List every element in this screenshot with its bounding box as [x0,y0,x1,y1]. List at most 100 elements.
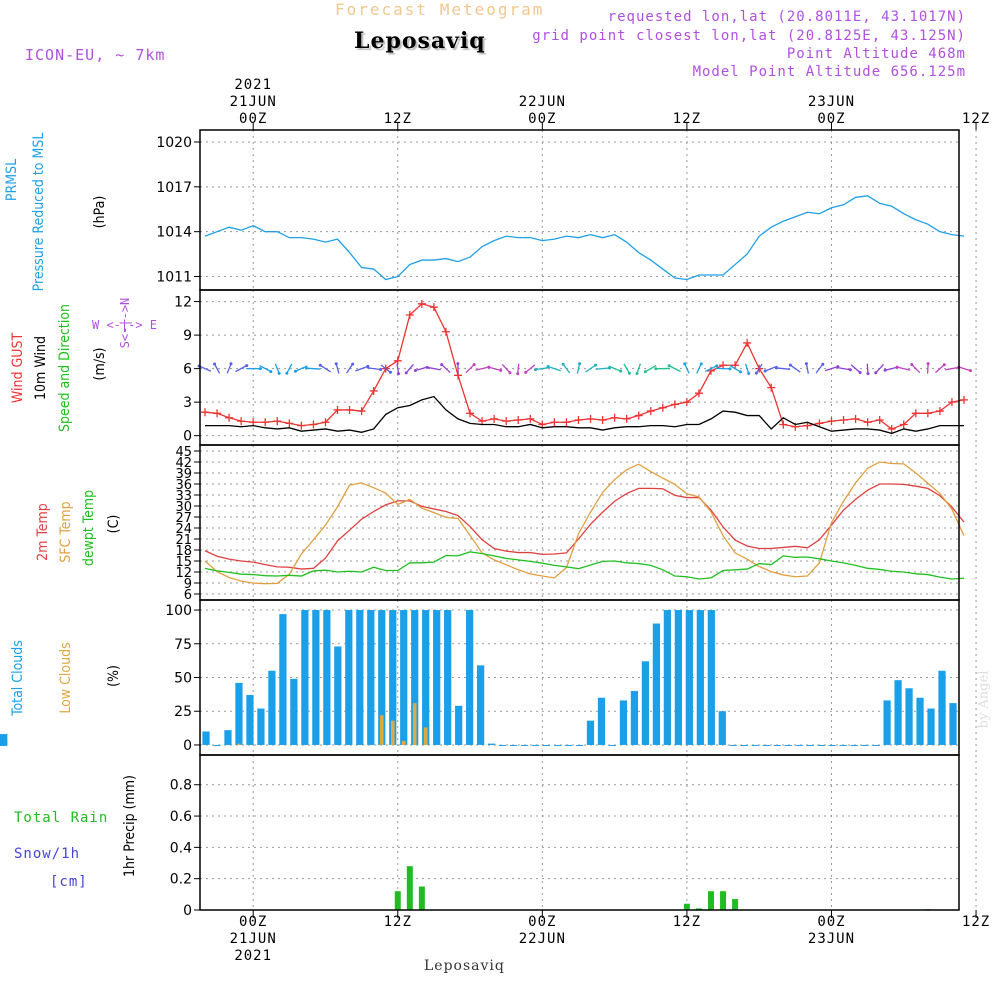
total-cloud-bar [433,610,441,745]
low-cloud-bar [401,740,406,745]
wind-ytick-label: 6 [183,362,192,378]
wind-dir-arrow [475,366,489,371]
wind-dir-arrow [465,364,475,374]
wind-dir-arrowhead [258,367,262,371]
total-cloud-bar [707,610,715,745]
total-cloud-bar [202,731,210,745]
gust-marker [875,416,884,425]
wind-dir-arrowhead [635,371,639,375]
wind-dir-arrow [366,367,381,371]
wind-dir-arrowhead [277,371,281,375]
wind-dir-arrow [776,367,791,370]
temp-ytick-label: 39 [175,467,192,482]
wind-dir-arrow [805,363,809,374]
total-cloud-bar [290,678,298,745]
wind-line [205,395,964,435]
total-cloud-bar [0,734,8,745]
total-cloud-bar [685,610,693,745]
gust-marker [960,395,968,404]
total-cloud-bar [927,708,935,745]
total-cloud-bar [0,744,8,746]
total-cloud-bar [850,744,858,746]
temp-ytick-label: 45 [175,445,192,460]
wind-dir-arrow [875,364,885,374]
wind-dir-arrowhead [683,362,687,366]
top-time-label: 2021 [234,77,273,93]
precip-bar [394,891,401,910]
wind-dir-arrow [345,363,354,374]
wind-dir-arrowhead [285,371,289,375]
total-cloud-bar [509,744,518,746]
total-cloud-bar [235,682,243,745]
temp-ytick-label: 6 [184,588,192,603]
total-cloud-bar [817,744,825,746]
gust-marker [345,405,354,414]
total-cloud-bar [729,744,737,746]
total-cloud-bar [619,700,628,745]
precip-ytick-label: 0.8 [170,778,192,794]
wind-dir-arrowhead [774,366,778,370]
gust-marker [670,400,679,409]
wind-dir-arrowhead [334,362,338,366]
total-cloud-bar [949,703,957,745]
model-label: ICON-EU, ~ 7km [25,46,166,64]
precip-ytick-label: 0 [183,903,192,919]
wind-ytick-label: 0 [183,429,192,445]
total-cloud-bar [542,744,551,746]
gust-marker [273,417,282,426]
wind-dir-arrow [501,363,511,374]
wind-dir-arrow [850,364,861,373]
wind-dir-arrow [704,365,718,372]
compass-we: W <-|-> E [92,318,158,332]
wind-dir-arrow [668,365,681,373]
wind-dir-arrowhead [456,362,460,366]
gust-marker [598,416,607,425]
wind-dir-arrowhead [269,370,273,374]
wind-dir-arrow [911,364,921,374]
wind-dir-arrow [836,366,851,371]
cloud-ytick-label: 50 [174,671,192,687]
gust-marker [767,383,776,392]
total-cloud-bar [268,670,276,745]
total-cloud-bar [334,646,342,745]
wind-dir-arrow [815,363,824,374]
pressure-ytick-label: 1014 [156,225,192,241]
bottom-time-label: 00Z [528,914,557,930]
gust-marker [634,411,643,420]
gust-marker [827,417,836,426]
low-cloud-bar [423,727,428,745]
wind-dir-arrowhead [425,365,429,369]
precip-bar [695,908,702,910]
precip-bar [418,886,425,910]
wind-dir-arrow [824,365,839,372]
total-cloud-bar [641,661,650,745]
wind-dir-arrowhead [413,368,417,372]
wind-dir-arrowhead [379,367,383,371]
wind-dir-arrowhead [351,362,355,366]
gust-marker [285,419,294,428]
legend-cm: [cm] [50,874,88,890]
gust-marker [261,418,270,427]
wind-dir-arrow [790,364,801,373]
total-cloud-bar [301,610,309,745]
gust-marker [550,418,559,427]
wind-dir-arrowhead [788,363,792,367]
total-cloud-bar [400,610,408,745]
model-altitude: Model Point Altitude 656.125m [692,64,966,80]
temp-ytick-label: 9 [184,577,192,592]
wind-dir-arrowhead [747,371,751,375]
pressure-line [204,195,965,281]
legend-snow: Snow/1h [14,846,81,862]
gust-marker [682,398,691,407]
total-cloud-bar [905,688,913,745]
cloud-ytick-label: 100 [165,603,192,619]
temp-panel-bg [200,445,959,600]
wind-dir-arrowhead [866,372,870,376]
wind-dir-arrow [306,367,321,370]
wind-dir-arrowhead [440,363,444,367]
total-cloud-bar [312,610,320,745]
wind-dir-arrowhead [858,370,862,374]
wind-dir-arrow [696,363,702,374]
pressure-panel-bg [200,130,959,290]
total-cloud-bar [872,744,880,746]
